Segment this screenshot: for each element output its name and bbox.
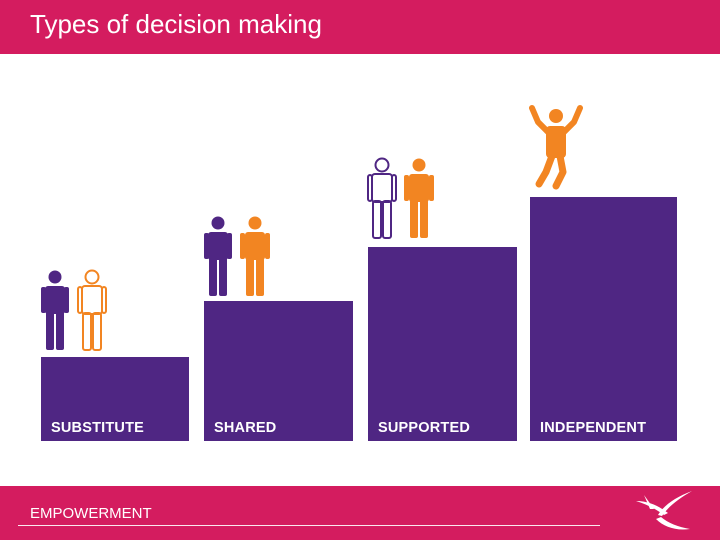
step-label-substitute: SUBSTITUTE [51, 420, 145, 436]
page-title: Types of decision making [30, 9, 322, 39]
step-substitute: SUBSTITUTE [41, 357, 189, 441]
person-purple-icon [204, 216, 232, 296]
person-orange-icon [404, 158, 434, 238]
footer-label: EMPOWERMENT [30, 505, 152, 522]
person-jumping-icon [529, 105, 583, 190]
footer-bar: EMPOWERMENT [0, 486, 720, 540]
step-label-supported: SUPPORTED [378, 420, 471, 436]
step-label-independent: INDEPENDENT [540, 420, 647, 436]
step-independent: INDEPENDENT [530, 197, 677, 441]
swoosh-logo-icon [636, 491, 692, 530]
person-orange-outline-icon [77, 269, 107, 351]
person-orange-icon [240, 216, 270, 296]
title-bar: Types of decision making [0, 0, 720, 54]
step-supported: SUPPORTED [368, 247, 517, 441]
step-shared: SHARED [204, 301, 353, 441]
footer-divider [18, 525, 600, 526]
person-purple-outline-icon [367, 157, 397, 239]
step-label-shared: SHARED [214, 420, 277, 436]
person-purple-icon [41, 270, 69, 350]
